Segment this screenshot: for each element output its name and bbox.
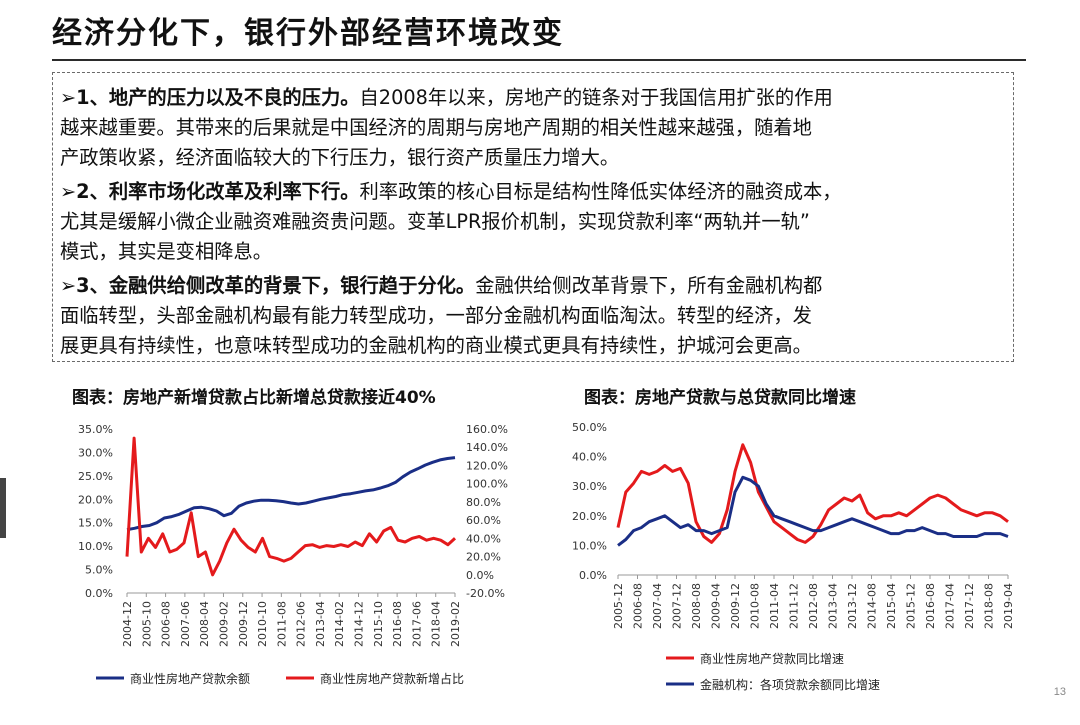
key-point-heading: 1、地产的压力以及不良的压力。 [76,86,360,109]
chart2-title: 图表：房地产贷款与总贷款同比增速 [584,388,856,408]
x-tick-label: 2019-04 [1002,583,1015,629]
y-right-tick-label: 60.0% [466,514,501,527]
y-right-tick-label: 80.0% [466,496,501,509]
bullet-arrow-icon: ➢ [60,86,77,109]
legend-label: 金融机构：各项贷款余额同比增速 [700,677,880,692]
key-point-text-line: 产政策收紧，经济面临较大的下行压力，银行资产质量压力增大。 [60,146,620,169]
x-tick-label: 2007-12 [671,583,684,629]
x-tick-label: 2008-08 [690,583,703,629]
y-tick-label: 10.0% [572,539,607,552]
x-tick-label: 2015-12 [905,583,918,629]
x-tick-label: 2013-12 [846,583,859,629]
x-tick-label: 2011-12 [788,583,801,629]
chart1-plot: 35.0% 30.0% 25.0% 20.0% 15.0% 10.0% 5.0% 0.0% 16… [78,423,508,686]
x-tick-label: 2009-12 [237,601,250,647]
legend-label: 商业性房地产贷款余额 [130,671,250,686]
x-tick-label: 2005-10 [140,601,153,647]
y-right-tick-label: 140.0% [466,441,508,454]
x-tick-label: 2014-08 [866,583,879,629]
x-tick-label: 2014-02 [333,601,346,647]
x-tick-label: 2017-04 [944,583,957,629]
key-point-text-line: 利率政策的核心目标是结构性降低实体经济的融资成本， [359,180,842,203]
x-tick-label: 2012-06 [295,601,308,647]
x-tick-label: 2009-02 [217,601,230,647]
y-tick-label: 20.0% [572,510,607,523]
y-right-tick-label: 0.0% [466,569,494,582]
series-line-total-loan-growth [617,475,1009,547]
x-tick-label: 2013-04 [827,583,840,629]
y-left-tick-label: 0.0% [85,587,113,600]
x-tick-label: 2018-08 [983,583,996,629]
key-point-heading: 3、金融供给侧改革的背景下，银行趋于分化。 [76,274,476,297]
x-tick-label: 2015-10 [372,601,385,647]
x-tick-label: 2007-06 [179,601,192,647]
x-tick-label: 2006-08 [632,583,645,629]
key-point-text-line: 金融供给侧改革背景下，所有金融机构都 [475,274,823,297]
y-left-tick-label: 15.0% [78,517,113,530]
x-tick-label: 2013-04 [314,601,327,647]
y-right-tick-label: 120.0% [466,459,508,472]
key-points-box [52,72,1014,362]
key-point-3: ➢3、金融供给侧改革的背景下，银行趋于分化。金融供给侧改革背景下，所有金融机构都… [60,271,1008,361]
y-left-tick-label: 35.0% [78,423,113,436]
y-left-tick-label: 30.0% [78,446,113,459]
x-tick-label: 2014-12 [353,601,366,647]
key-point-text-line: 尤其是缓解小微企业融资难融资贵问题。变革LPR报价机制，实现贷款利率“两轨并一轨… [60,210,810,233]
y-tick-label: 40.0% [572,451,607,464]
y-left-tick-label: 25.0% [78,470,113,483]
x-tick-label: 2011-08 [275,601,288,647]
y-left-tick-label: 5.0% [85,564,113,577]
x-tick-label: 2006-08 [160,601,173,647]
y-right-tick-label: 160.0% [466,423,508,436]
series-line-new-loan-share [125,436,457,577]
x-tick-label: 2016-08 [391,601,404,647]
key-point-text-line: 展更具有持续性，也意味转型成功的金融机构的商业模式更具有持续性，护城河会更高。 [60,334,812,357]
page-number: 13 [1053,686,1066,698]
x-tick-label: 2016-08 [924,583,937,629]
y-tick-label: 0.0% [579,569,607,582]
x-tick-label: 2017-06 [410,601,423,647]
x-tick-label: 2010-10 [256,601,269,647]
x-tick-label: 2008-04 [198,601,211,647]
x-tick-label: 2010-08 [749,583,762,629]
y-right-tick-label: -20.0% [466,587,505,600]
chart2-plot: 50.0% 40.0% 30.0% 20.0% 10.0% 0.0% 2005-12 2006… [572,421,1015,692]
legend-label: 商业性房地产贷款同比增速 [700,651,844,666]
key-point-2: ➢2、利率市场化改革及利率下行。利率政策的核心目标是结构性降低实体经济的融资成本… [60,177,1008,267]
y-right-tick-label: 100.0% [466,478,508,491]
key-point-text-line: 越来越重要。其带来的后果就是中国经济的周期与房地产周期的相关性越来越强，随着地 [60,116,812,139]
x-tick-label: 2015-04 [885,583,898,629]
key-point-text-line: 模式，其实是变相降息。 [60,240,273,263]
x-tick-label: 2012-08 [807,583,820,629]
key-point-1: ➢1、地产的压力以及不良的压力。自2008年以来，房地产的链条对于我国信用扩张的… [60,83,1008,173]
chart1-title: 图表：房地产新增贷款占比新增总贷款接近40% [72,388,436,408]
title-divider [52,59,1026,61]
y-tick-label: 30.0% [572,480,607,493]
key-point-text-line: 面临转型，头部金融机构最有能力转型成功，一部分金融机构面临淘汰。转型的经济，发 [60,304,812,327]
x-tick-label: 2009-04 [710,583,723,629]
y-right-tick-label: 40.0% [466,532,501,545]
x-tick-label: 2019-02 [449,601,462,647]
bullet-arrow-icon: ➢ [60,180,77,203]
left-edge-accent [0,478,6,538]
slide-title: 经济分化下，银行外部经营环境改变 [52,16,564,51]
y-left-tick-label: 10.0% [78,540,113,553]
series-line-loan-balance [126,456,456,532]
x-tick-label: 2005-12 [612,583,625,629]
x-tick-label: 2018-04 [430,601,443,647]
y-tick-label: 50.0% [572,421,607,434]
x-tick-label: 2011-04 [768,583,781,629]
x-tick-label: 2007-04 [651,583,664,629]
y-right-tick-label: 20.0% [466,551,501,564]
x-tick-label: 2004-12 [121,601,134,647]
key-point-heading: 2、利率市场化改革及利率下行。 [76,180,360,203]
x-tick-label: 2017-12 [963,583,976,629]
y-left-tick-label: 20.0% [78,493,113,506]
x-tick-label: 2009-12 [729,583,742,629]
bullet-arrow-icon: ➢ [60,274,77,297]
key-point-text-line: 自2008年以来，房地产的链条对于我国信用扩张的作用 [359,86,833,109]
legend-label: 商业性房地产贷款新增占比 [320,671,464,686]
series-line-real-estate-growth [616,443,1009,544]
